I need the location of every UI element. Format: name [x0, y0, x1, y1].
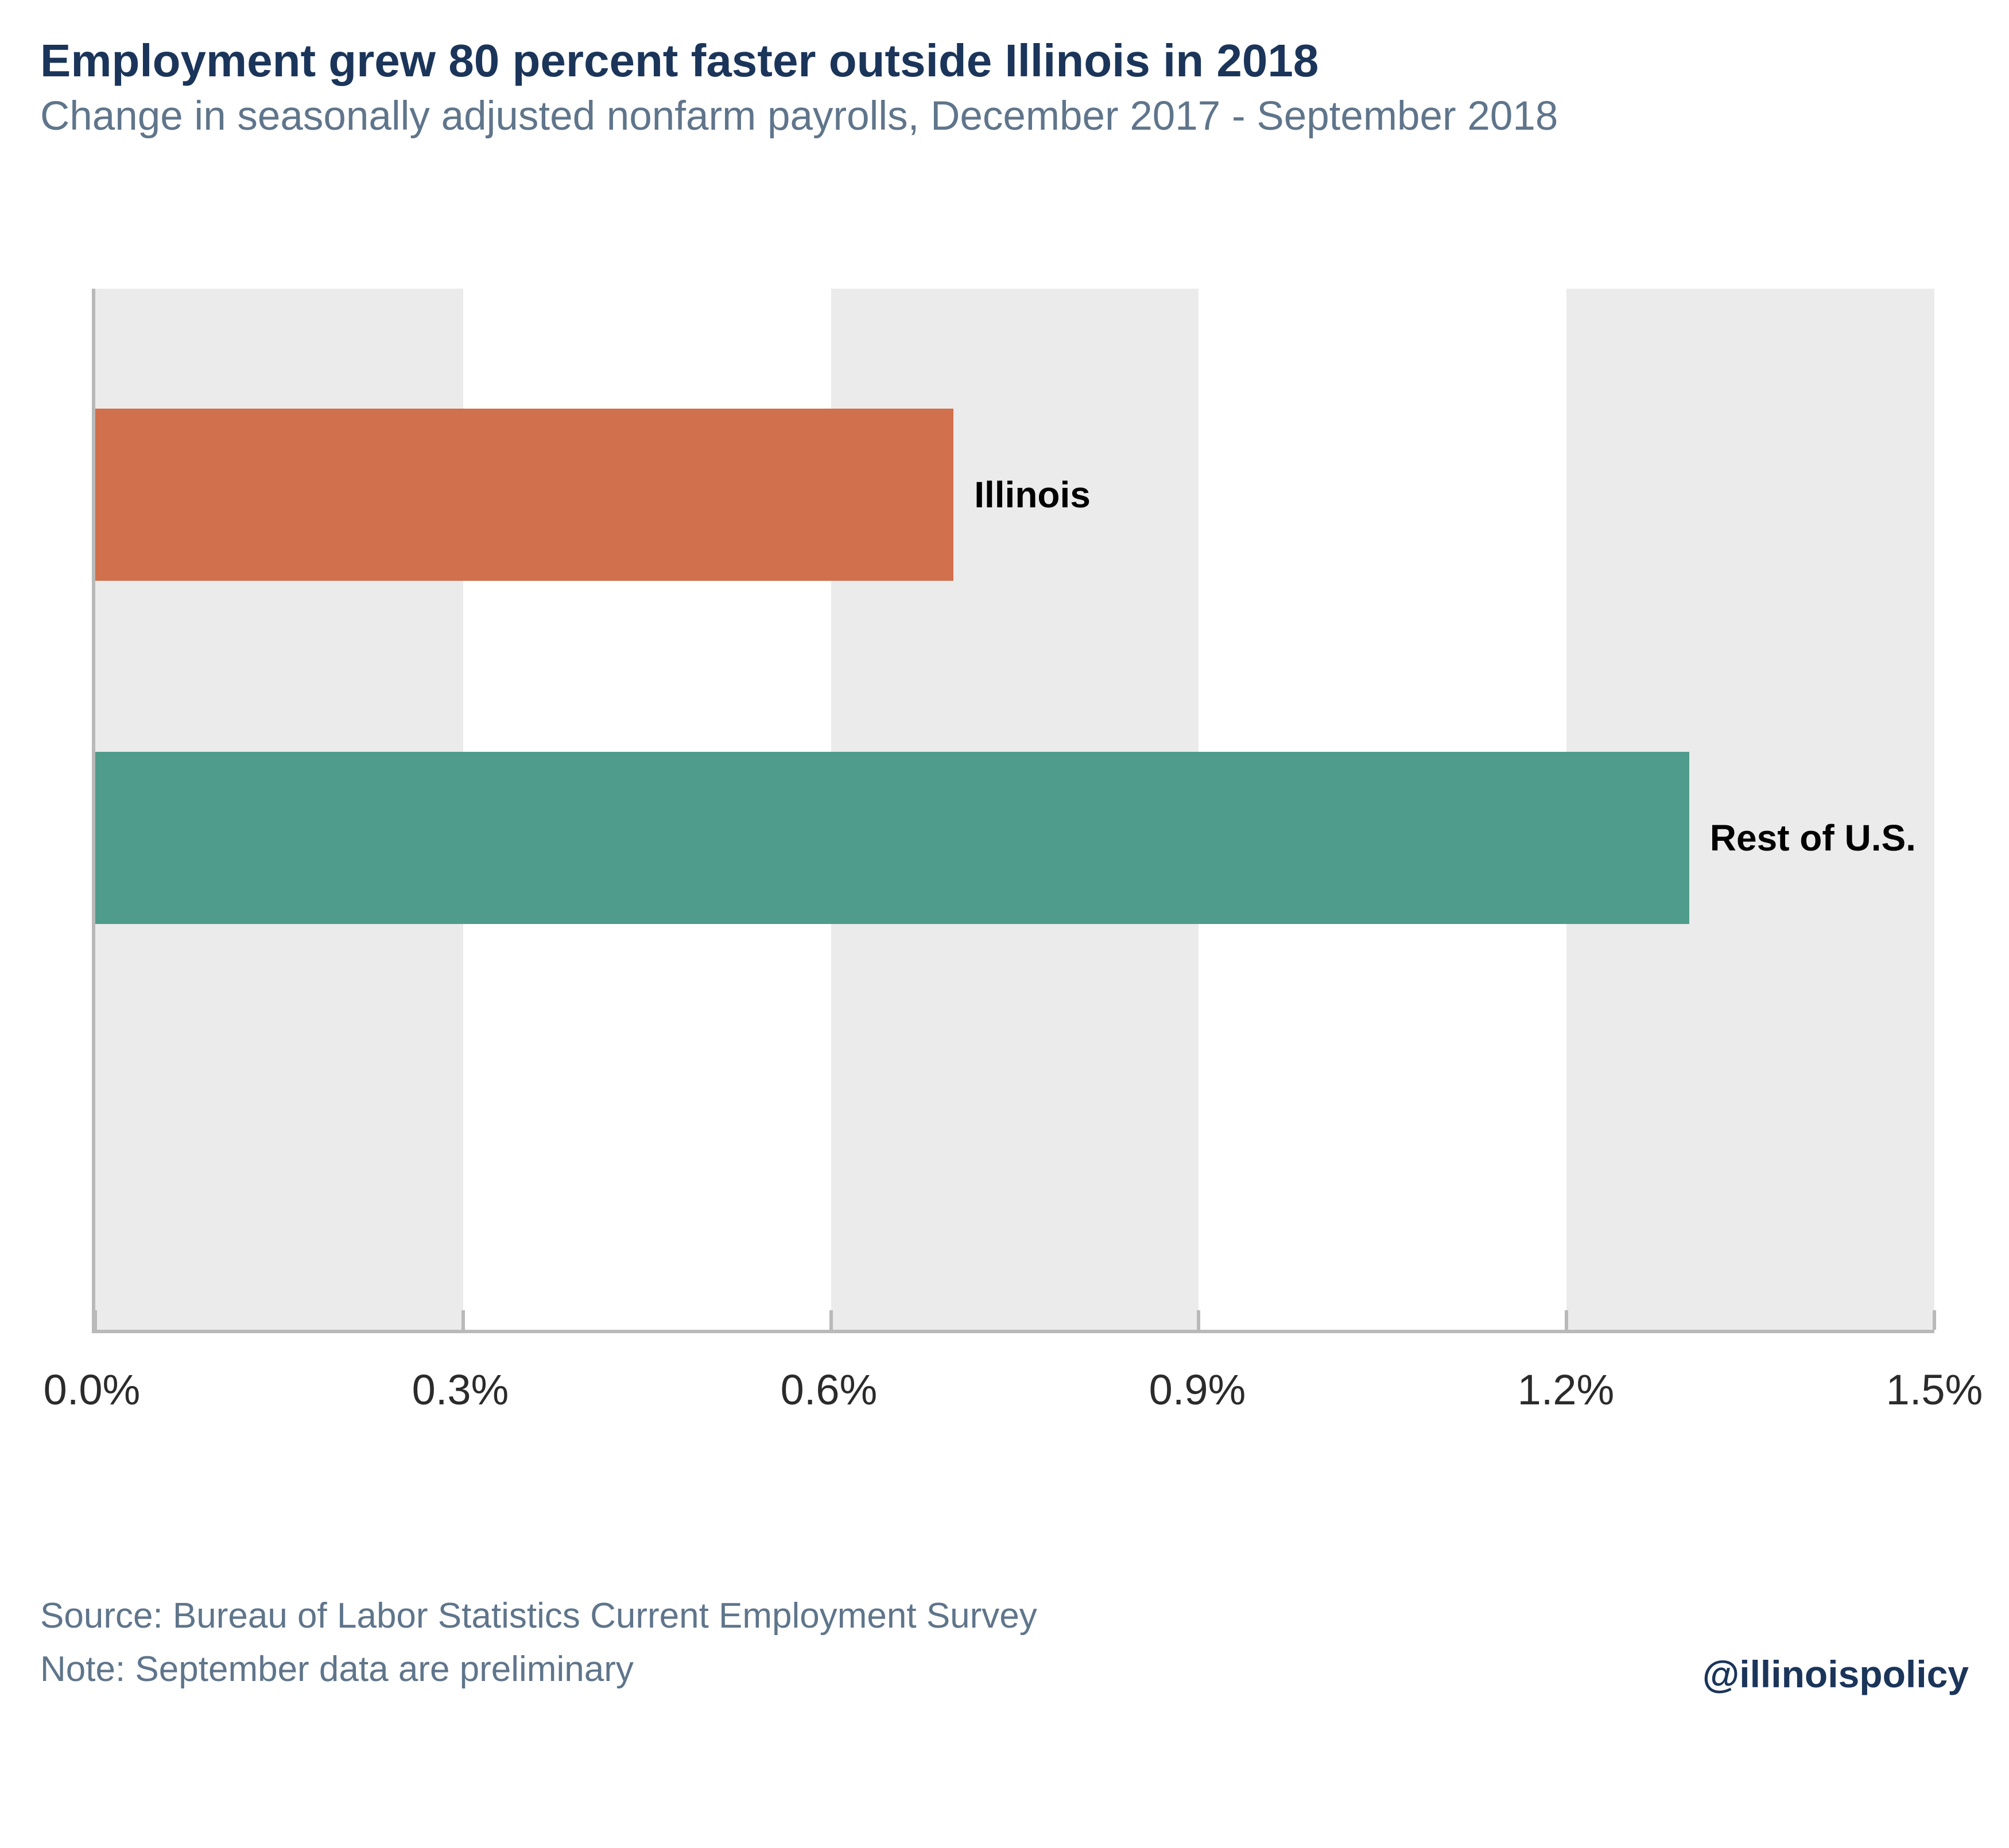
x-axis-label: 0.0%: [44, 1365, 141, 1414]
x-tick: [1197, 1310, 1200, 1330]
footer-left: Source: Bureau of Labor Statistics Curre…: [40, 1589, 1037, 1696]
bar-illinois: [95, 409, 953, 581]
x-axis-label: 0.6%: [781, 1365, 878, 1414]
x-tick: [461, 1310, 465, 1330]
bar-label: Rest of U.S.: [1710, 817, 1916, 859]
chart-footer: Source: Bureau of Labor Statistics Curre…: [40, 1589, 1969, 1696]
note-text: Note: September data are preliminary: [40, 1643, 1037, 1696]
x-axis-label: 0.3%: [412, 1365, 509, 1414]
x-axis-label: 0.9%: [1149, 1365, 1246, 1414]
x-axis-labels: 0.0%0.3%0.6%0.9%1.2%1.5%: [92, 1365, 1934, 1440]
chart-title: Employment grew 80 percent faster outsid…: [40, 34, 1969, 87]
x-axis-label: 1.2%: [1518, 1365, 1615, 1414]
chart-container: IllinoisRest of U.S. 0.0%0.3%0.6%0.9%1.2…: [92, 289, 1934, 1440]
attribution-handle: @illinoispolicy: [1702, 1652, 1969, 1696]
x-tick: [829, 1310, 833, 1330]
plot-area: Illinois Rest of U.S.: [92, 289, 1934, 1333]
source-text: Source: Bureau of Labor Statistics Curre…: [40, 1589, 1037, 1643]
bar-label: Illinois: [974, 473, 1091, 516]
x-tick: [94, 1310, 97, 1330]
chart-subtitle: Change in seasonally adjusted nonfarm pa…: [40, 93, 1969, 139]
x-tick: [1933, 1310, 1936, 1330]
x-tick: [1565, 1310, 1568, 1330]
x-axis-label: 1.5%: [1886, 1365, 1983, 1414]
bar-rest-of-u-s-: [95, 752, 1689, 924]
